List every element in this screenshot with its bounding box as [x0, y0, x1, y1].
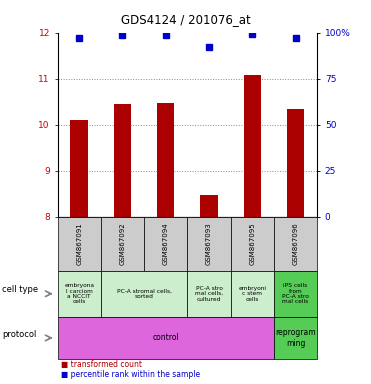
- Bar: [70, 120, 88, 217]
- Text: embryoni
c stem
cells: embryoni c stem cells: [238, 286, 266, 302]
- Text: cell type: cell type: [2, 285, 38, 295]
- Text: control: control: [152, 333, 179, 343]
- Text: GSM867095: GSM867095: [249, 222, 255, 265]
- Text: GDS4124 / 201076_at: GDS4124 / 201076_at: [121, 13, 250, 26]
- Text: reprogram
ming: reprogram ming: [275, 328, 316, 348]
- Bar: [287, 109, 304, 217]
- Text: PC-A stromal cells,
sorted: PC-A stromal cells, sorted: [116, 288, 171, 299]
- Text: ■ transformed count: ■ transformed count: [61, 361, 142, 369]
- Bar: [244, 75, 261, 217]
- Bar: [200, 195, 218, 217]
- Bar: [114, 104, 131, 217]
- Text: embryona
l carciom
a NCCIT
cells: embryona l carciom a NCCIT cells: [64, 283, 94, 305]
- Text: iPS cells
from
PC-A stro
mal cells: iPS cells from PC-A stro mal cells: [282, 283, 309, 305]
- Text: GSM867096: GSM867096: [293, 222, 299, 265]
- Text: GSM867094: GSM867094: [163, 222, 169, 265]
- Text: ■ percentile rank within the sample: ■ percentile rank within the sample: [61, 371, 200, 379]
- Text: GSM867091: GSM867091: [76, 222, 82, 265]
- Text: PC-A stro
mal cells,
cultured: PC-A stro mal cells, cultured: [195, 286, 223, 302]
- Text: protocol: protocol: [2, 329, 36, 339]
- Text: GSM867092: GSM867092: [119, 222, 125, 265]
- Bar: [157, 103, 174, 217]
- Text: GSM867093: GSM867093: [206, 222, 212, 265]
